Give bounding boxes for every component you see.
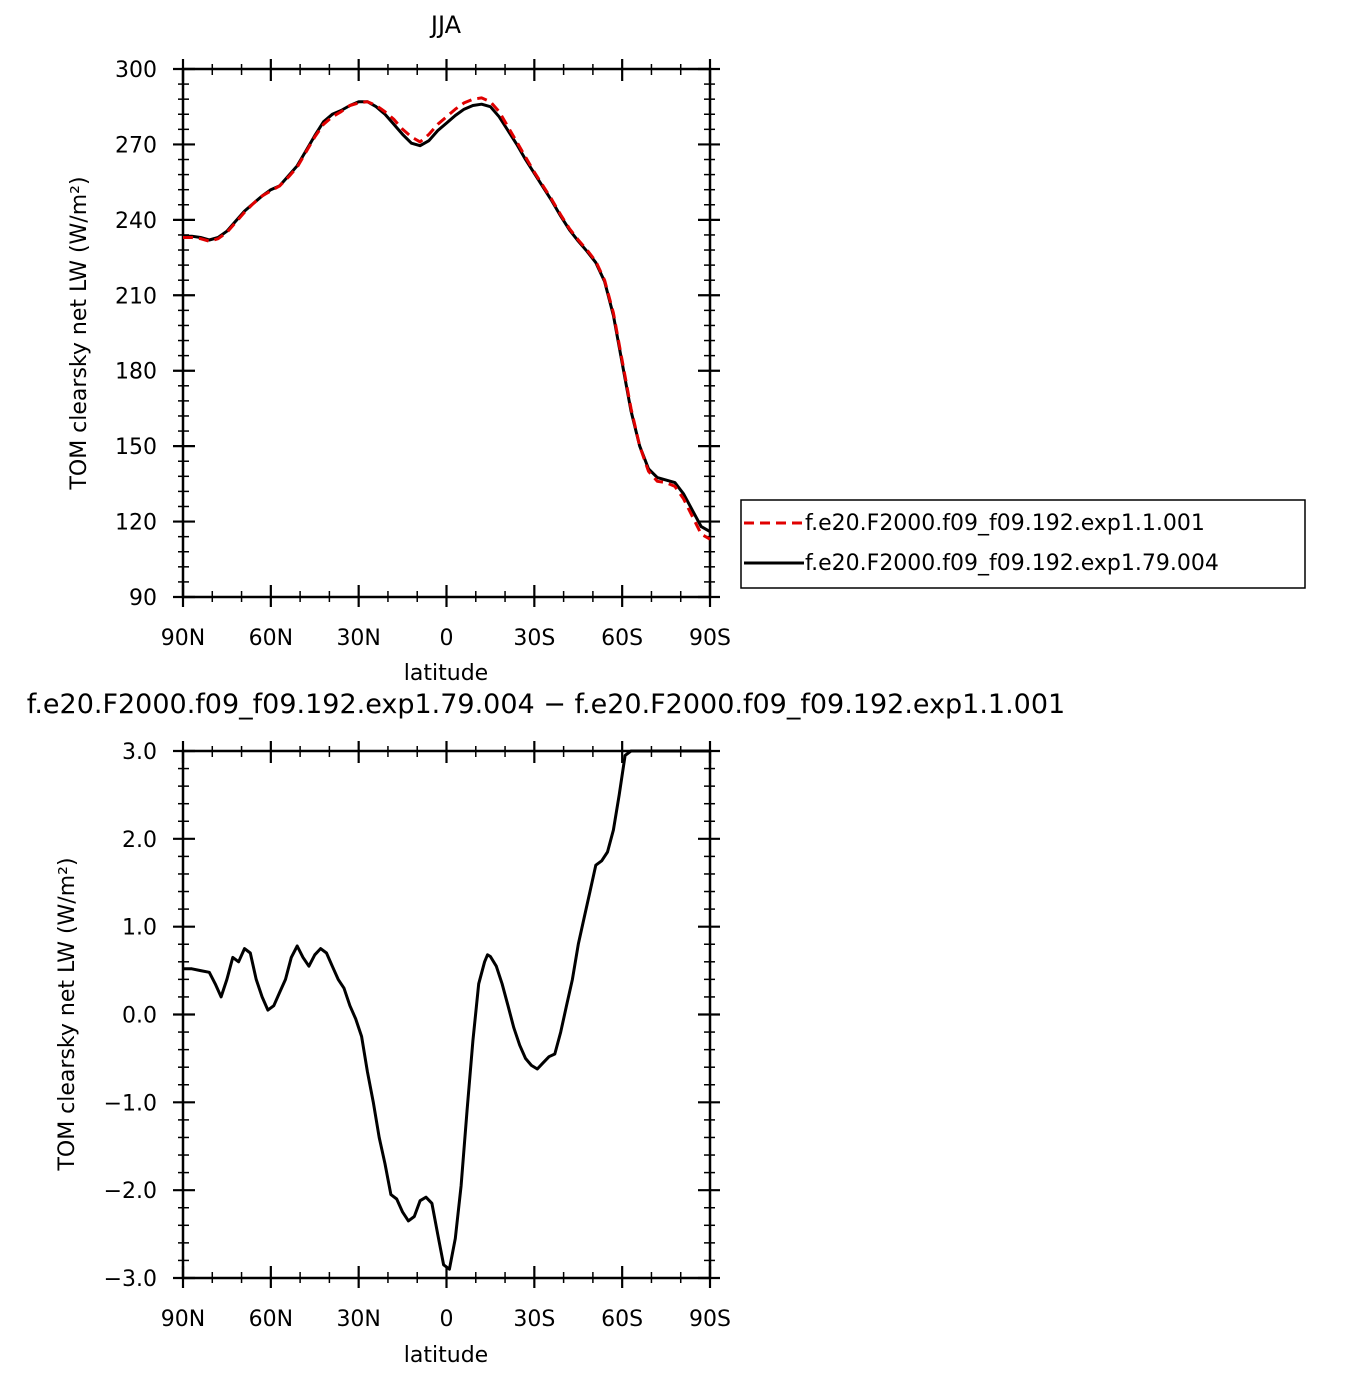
legend-label-series-2: f.e20.F2000.f09_f09.192.exp1.79.004 bbox=[805, 551, 1219, 576]
bottom-y-tick-label: −3.0 bbox=[104, 1267, 157, 1292]
top-x-tick-label: 30N bbox=[336, 626, 380, 651]
top-y-ticks: 90 120 150 180 210 240 270 300 bbox=[115, 58, 720, 611]
top-y-tick-label: 150 bbox=[115, 435, 157, 460]
bottom-x-tick-label: 30N bbox=[336, 1307, 380, 1332]
top-x-ticks: 90N 60N 30N 0 30S 60S 90S bbox=[161, 59, 731, 651]
bottom-x-ticks: 90N 60N 30N 0 30S 60S 90S bbox=[161, 741, 731, 1332]
bottom-x-tick-label: 30S bbox=[513, 1307, 555, 1332]
bottom-y-tick-label: 1.0 bbox=[122, 916, 157, 941]
top-x-axis-label: latitude bbox=[404, 661, 488, 686]
top-x-tick-label: 90S bbox=[689, 626, 731, 651]
top-y-tick-label: 90 bbox=[129, 586, 157, 611]
top-series-lines bbox=[183, 96, 711, 541]
top-plot-frame bbox=[181, 67, 712, 599]
top-x-tick-label: 30S bbox=[513, 626, 555, 651]
bottom-y-tick-label: −1.0 bbox=[104, 1091, 157, 1116]
top-series-line-2 bbox=[183, 100, 711, 533]
top-panel: JJA 90 120 150 180 210 240 270 300 90N 60N 30N 0 30… bbox=[67, 11, 1306, 686]
top-y-tick-label: 210 bbox=[115, 284, 157, 309]
top-x-tick-label: 60N bbox=[249, 626, 293, 651]
bottom-y-tick-label: −2.0 bbox=[104, 1179, 157, 1204]
bottom-x-tick-label: 0 bbox=[440, 1307, 454, 1332]
top-y-tick-label: 270 bbox=[115, 133, 157, 158]
bottom-panel: f.e20.F2000.f09_f09.192.exp1.79.004 − f.… bbox=[27, 689, 1065, 1368]
top-y-tick-label: 180 bbox=[115, 360, 157, 385]
bottom-x-tick-label: 90S bbox=[689, 1307, 731, 1332]
top-chart-title: JJA bbox=[429, 11, 462, 39]
bottom-y-ticks: −3.0 −2.0 −1.0 0.0 1.0 2.0 3.0 bbox=[104, 740, 720, 1292]
top-y-tick-label: 120 bbox=[115, 511, 157, 536]
bottom-y-axis-label: TOM clearsky net LW (W/m²) bbox=[55, 857, 80, 1171]
top-series-line-1 bbox=[183, 96, 711, 541]
bottom-x-tick-label: 60N bbox=[249, 1307, 293, 1332]
top-y-tick-label: 300 bbox=[115, 58, 157, 83]
bottom-x-tick-label: 60S bbox=[601, 1307, 643, 1332]
bottom-y-tick-label: 0.0 bbox=[122, 1004, 157, 1029]
bottom-series-line-1 bbox=[183, 749, 710, 1271]
bottom-series-lines bbox=[183, 749, 710, 1271]
top-x-tick-label: 60S bbox=[601, 626, 643, 651]
top-y-tick-label: 240 bbox=[115, 209, 157, 234]
legend-label-series-1: f.e20.F2000.f09_f09.192.exp1.1.001 bbox=[805, 511, 1205, 536]
top-x-tick-label: 90N bbox=[161, 626, 205, 651]
legend: f.e20.F2000.f09_f09.192.exp1.1.001 f.e20… bbox=[740, 499, 1306, 589]
top-y-axis-label: TOM clearsky net LW (W/m²) bbox=[67, 176, 92, 490]
bottom-chart-title: f.e20.F2000.f09_f09.192.exp1.79.004 − f.… bbox=[27, 689, 1065, 720]
bottom-plot-frame bbox=[181, 749, 712, 1280]
bottom-x-tick-label: 90N bbox=[161, 1307, 205, 1332]
bottom-x-axis-label: latitude bbox=[404, 1343, 488, 1368]
bottom-y-tick-label: 2.0 bbox=[122, 828, 157, 853]
legend-box bbox=[740, 499, 1306, 589]
top-x-tick-label: 0 bbox=[440, 626, 454, 651]
bottom-y-tick-label: 3.0 bbox=[122, 740, 157, 765]
